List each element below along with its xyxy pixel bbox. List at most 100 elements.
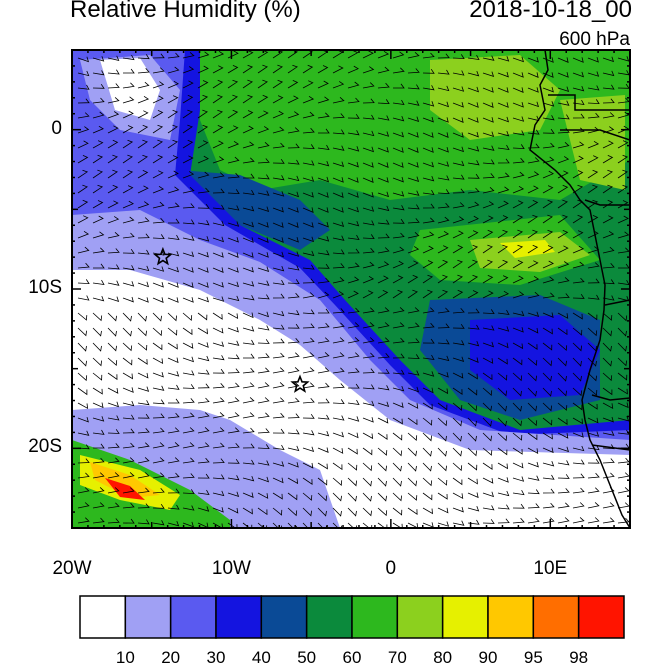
- wind-barb: [182, 80, 194, 89]
- wind-barb: [257, 266, 270, 273]
- wind-barb: [347, 146, 360, 152]
- wind-barb: [332, 492, 342, 502]
- wind-barb: [243, 173, 255, 179]
- wind-barb: [167, 442, 180, 449]
- wind-barb: [572, 327, 583, 336]
- wind-barb: [332, 249, 345, 255]
- wind-barb: [332, 291, 345, 299]
- wind-barb: [362, 352, 375, 359]
- wind-barb: [182, 171, 195, 179]
- wind-barb: [392, 337, 405, 344]
- wind-barb: [257, 428, 270, 434]
- wind-barb: [107, 357, 118, 367]
- wind-barb: [212, 296, 225, 302]
- wind-barb: [167, 342, 178, 350]
- wind-barb: [152, 234, 165, 240]
- wind-barb: [377, 177, 389, 183]
- wind-barb: [287, 429, 300, 435]
- wind-barb: [572, 184, 584, 194]
- wind-barb: [77, 184, 88, 194]
- wind-barb: [347, 97, 360, 104]
- wind-barb: [362, 400, 375, 407]
- wind-barb: [497, 259, 509, 269]
- wind-barb: [482, 259, 493, 269]
- wind-barb: [227, 443, 240, 449]
- wind-barb: [107, 232, 120, 239]
- wind-barb: [452, 520, 465, 526]
- wind-barb: [212, 458, 225, 464]
- wind-barb: [332, 177, 344, 183]
- wind-barb: [542, 276, 555, 284]
- wind-barb: [512, 130, 525, 136]
- wind-barb: [77, 472, 90, 479]
- wind-barb: [257, 339, 270, 344]
- wind-barb: [377, 233, 390, 239]
- wind-barb: [617, 327, 627, 337]
- wind-barb: [332, 447, 344, 454]
- wind-barb: [167, 170, 179, 179]
- wind-barb: [452, 289, 464, 299]
- wind-barb: [347, 383, 360, 389]
- wind-barb: [422, 175, 435, 182]
- wind-barb: [332, 399, 345, 405]
- wind-barb: [407, 307, 420, 314]
- wind-barb: [77, 246, 90, 254]
- wind-barb: [227, 312, 239, 320]
- wind-barb: [77, 230, 90, 239]
- wind-barb: [287, 338, 300, 344]
- wind-barb: [617, 184, 629, 194]
- wind-barb: [92, 154, 104, 164]
- wind-barb: [512, 476, 525, 482]
- wind-barb: [482, 417, 492, 427]
- wind-barb: [332, 352, 345, 359]
- wind-barb: [422, 85, 435, 91]
- wind-barb: [512, 342, 524, 350]
- wind-barb: [257, 444, 270, 450]
- wind-barb: [152, 520, 165, 526]
- wind-barb: [272, 79, 284, 89]
- wind-barb: [257, 522, 268, 528]
- wind-barb: [542, 214, 553, 224]
- wind-barb: [467, 131, 479, 138]
- field-band-50b: [180, 170, 330, 250]
- wind-barb: [452, 86, 465, 92]
- wind-barb: [302, 352, 315, 359]
- wind-barb: [242, 427, 255, 434]
- wind-barb: [407, 218, 420, 224]
- wind-barb: [137, 472, 150, 479]
- wind-barb: [602, 215, 614, 224]
- wind-barb: [362, 220, 375, 226]
- wind-barb: [422, 161, 435, 168]
- wind-barb: [347, 113, 360, 119]
- wind-barb: [107, 200, 119, 209]
- wind-barb: [467, 274, 479, 284]
- wind-barb: [572, 517, 585, 524]
- wind-barb: [287, 413, 300, 419]
- wind-barb: [572, 357, 582, 367]
- wind-barb: [257, 476, 270, 483]
- colorbar-swatch: [487, 595, 535, 639]
- wind-barb: [377, 401, 390, 408]
- wind-barb: [587, 230, 599, 239]
- wind-barb: [92, 502, 105, 509]
- wind-barb: [167, 520, 180, 527]
- wind-barb: [212, 94, 223, 104]
- wind-barb: [527, 291, 540, 299]
- wind-barb: [227, 140, 240, 149]
- wind-barb: [197, 236, 210, 242]
- wind-barb: [512, 101, 524, 108]
- wind-barb: [482, 275, 494, 284]
- wind-barb: [167, 384, 180, 390]
- wind-barb: [542, 357, 553, 367]
- wind-barb: [512, 291, 525, 299]
- wind-barb: [332, 263, 345, 269]
- wind-barb: [272, 461, 285, 467]
- wind-barb: [572, 113, 585, 119]
- wind-barb: [137, 81, 150, 89]
- wind-barb: [77, 312, 88, 321]
- wind-barb: [152, 266, 165, 272]
- wind-barb: [557, 432, 569, 439]
- wind-barb: [587, 472, 600, 479]
- y-tick-label: 10S: [28, 277, 62, 298]
